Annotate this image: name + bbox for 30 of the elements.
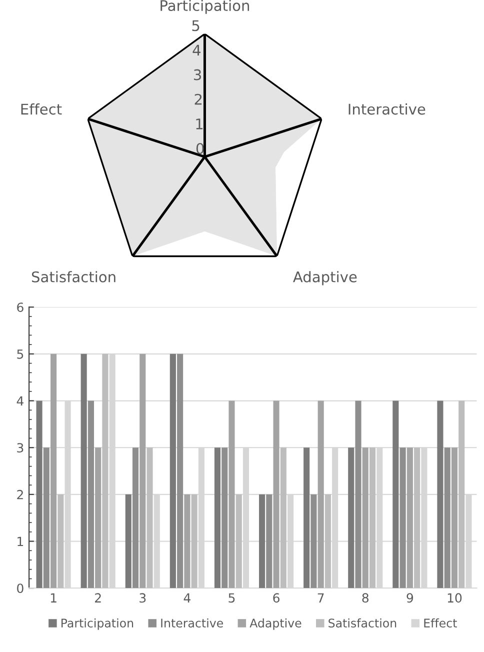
- y-tick-label: 4: [192, 44, 200, 56]
- y-tick-label: 5: [192, 20, 200, 32]
- y-tick-label: 6: [17, 302, 24, 312]
- y-tick-label: 3: [194, 69, 201, 80]
- x-tick-label: 5: [228, 593, 235, 603]
- spoke-label: Participation: [160, 0, 250, 14]
- y-tick-label: 1: [18, 536, 24, 546]
- x-tick-label: 3: [140, 593, 146, 603]
- y-tick-label: 3: [17, 443, 24, 453]
- x-tick-label: 4: [184, 593, 190, 602]
- y-tick-label: 4: [16, 396, 24, 406]
- x-tick-label: 6: [273, 593, 280, 603]
- legend-label: Interactive: [161, 618, 223, 628]
- x-tick-label: 7: [318, 593, 324, 602]
- spoke-label: Effect: [21, 103, 62, 115]
- y-tick-label: 2: [17, 490, 23, 500]
- legend-label: Satisfaction: [328, 618, 396, 628]
- x-tick-label: 1: [50, 593, 56, 602]
- legend-label: Effect: [424, 618, 457, 628]
- x-tick-label: 2: [95, 593, 101, 602]
- spoke-label: Adaptive: [293, 271, 357, 286]
- x-tick-label: 9: [406, 593, 414, 603]
- spoke-label: Satisfaction: [32, 271, 116, 282]
- spoke-label: Interactive: [348, 103, 426, 115]
- y-tick-label: 5: [17, 350, 24, 359]
- y-tick-label: 0: [17, 584, 24, 594]
- x-tick-label: 10: [448, 593, 462, 603]
- legend-label: Adaptive: [250, 618, 302, 630]
- x-tick-label: 8: [362, 593, 368, 603]
- legend-label: Participation: [62, 618, 134, 630]
